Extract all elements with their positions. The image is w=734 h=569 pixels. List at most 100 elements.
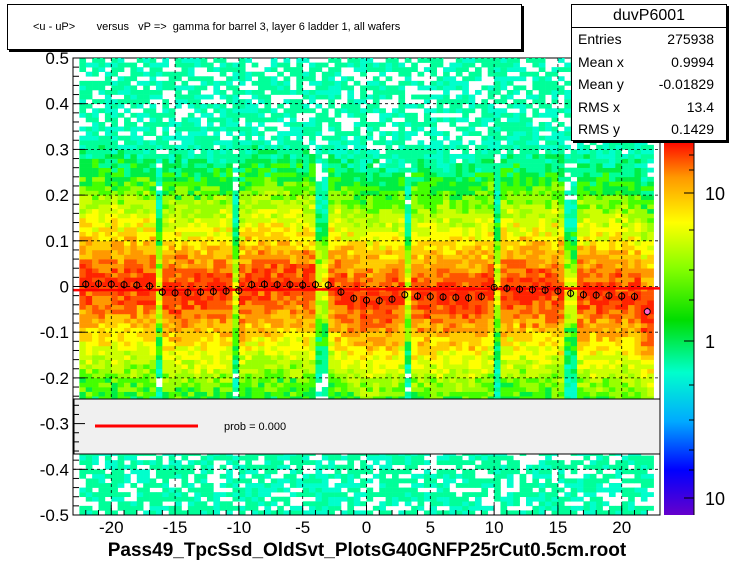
heatmap-cell-1072 [149, 117, 157, 123]
heatmap-cell-2285 [238, 231, 246, 237]
heatmap-cell-1915 [213, 336, 221, 342]
heatmap-cell-4145 [372, 149, 380, 155]
heatmap-cell-1236 [162, 172, 170, 178]
heatmap-cell-760 [130, 313, 138, 319]
heatmap-cell-313 [98, 295, 106, 301]
heatmap-cell-2363 [245, 295, 252, 301]
heatmap-cell-4399 [392, 222, 399, 228]
heatmap-cell-874 [136, 199, 144, 205]
heatmap-cell-2749 [270, 153, 278, 159]
heatmap-cell-4776 [423, 473, 431, 479]
heatmap-cell-1776 [200, 163, 208, 168]
heatmap-cell-1524 [187, 487, 195, 493]
heatmap-cell-3350 [315, 204, 323, 210]
heatmap-cell-4256 [385, 469, 393, 475]
heatmap-cell-749 [130, 364, 138, 370]
heatmap-cell-869 [136, 222, 144, 228]
heatmap-cell-926 [143, 373, 150, 379]
heatmap-cell-310 [98, 309, 106, 315]
heatmap-cell-1910 [213, 359, 221, 365]
heatmap-cell-576 [117, 350, 125, 356]
heatmap-cell-607 [117, 208, 125, 214]
heatmap-cell-3401 [321, 323, 329, 328]
heatmap-cell-1050 [149, 222, 157, 228]
heatmap-cell-4489 [398, 199, 406, 205]
heatmap-cell-2342 [245, 391, 252, 397]
heatmap-cell-3639 [340, 478, 348, 484]
heatmap-cell-4102 [372, 350, 380, 356]
heatmap-cell-1366 [175, 377, 182, 383]
heatmap-cell-4934 [430, 126, 437, 132]
heatmap-cell-2999 [289, 217, 297, 223]
heatmap-cell-2935 [283, 85, 291, 91]
heatmap-cell-2127 [226, 176, 233, 182]
heatmap-cell-1732 [200, 364, 208, 370]
heatmap-cell-1767 [200, 204, 208, 210]
heatmap-cell-2729 [270, 245, 278, 251]
heatmap-cell-3258 [309, 236, 316, 242]
heatmap-cell-4948 [436, 492, 444, 498]
heatmap-cell-347 [98, 140, 106, 146]
heatmap-cell-4163 [379, 487, 386, 493]
heatmap-cell-805 [130, 99, 138, 104]
heatmap-cell-4571 [404, 227, 412, 232]
heatmap-cell-3502 [328, 259, 335, 264]
heatmap-cell-4300 [385, 268, 393, 274]
heatmap-cell-1493 [181, 204, 189, 210]
heatmap-cell-1283 [168, 364, 176, 370]
heatmap-cell-1064 [149, 158, 157, 164]
heatmap-cell-2808 [277, 291, 284, 296]
heatmap-cell-992 [149, 505, 157, 511]
heatmap-cell-905 [143, 478, 150, 484]
heatmap-cell-3598 [334, 240, 342, 246]
heatmap-cell-1041 [149, 263, 157, 269]
heatmap-cell-1973 [219, 473, 227, 479]
heatmap-cell-4216 [379, 240, 386, 246]
heatmap-cell-1316 [168, 213, 176, 219]
heatmap-cell-3725 [347, 478, 355, 484]
heatmap-cell-2316 [238, 67, 246, 73]
heatmap-cell-2649 [264, 204, 272, 210]
heatmap-cell-1756 [200, 254, 208, 260]
heatmap-cell-1511 [181, 117, 189, 123]
heatmap-cell-2045 [219, 121, 227, 127]
heatmap-cell-1308 [168, 249, 176, 255]
heatmap-cell-550 [117, 483, 125, 488]
heatmap-cell-898 [136, 67, 144, 73]
heatmap-cell-622 [117, 135, 125, 141]
heatmap-cell-4380 [392, 309, 399, 315]
heatmap-cell-4717 [417, 345, 425, 351]
heatmap-cell-3098 [296, 158, 303, 164]
heatmap-cell-1931 [213, 263, 221, 269]
heatmap-cell-2437 [251, 373, 259, 379]
heatmap-cell-3724 [347, 483, 355, 488]
heatmap-cell-1780 [200, 144, 208, 150]
heatmap-cell-4253 [385, 487, 393, 493]
heatmap-cell-3528 [328, 140, 335, 146]
heatmap-cell-1390 [175, 268, 182, 274]
heatmap-cell-4593 [404, 80, 412, 86]
heatmap-cell-2448 [251, 323, 259, 328]
heatmap-cell-3149 [302, 345, 310, 351]
heatmap-cell-352 [98, 99, 106, 104]
heatmap-cell-4479 [398, 245, 406, 251]
heatmap-cell-2807 [277, 295, 284, 301]
heatmap-cell-577 [117, 345, 125, 351]
heatmap-cell-1696 [194, 94, 201, 100]
heatmap-cell-877 [136, 185, 144, 191]
heatmap-cell-2986 [289, 277, 297, 283]
heatmap-cell-1543 [187, 387, 195, 392]
heatmap-cell-4103 [372, 345, 380, 351]
heatmap-cell-4902 [430, 272, 437, 278]
heatmap-cell-619 [117, 153, 125, 159]
heatmap-cell-481 [111, 359, 118, 365]
heatmap-cell-4249 [385, 510, 393, 516]
heatmap-cell-4802 [423, 341, 431, 347]
heatmap-cell-3273 [309, 167, 316, 173]
heatmap-cell-863 [136, 249, 144, 255]
heatmap-cell-2531 [258, 332, 265, 338]
heatmap-cell-51 [79, 249, 87, 255]
heatmap-cell-844 [136, 336, 144, 342]
heatmap-cell-4276 [385, 377, 393, 383]
heatmap-cell-4820 [423, 259, 431, 264]
